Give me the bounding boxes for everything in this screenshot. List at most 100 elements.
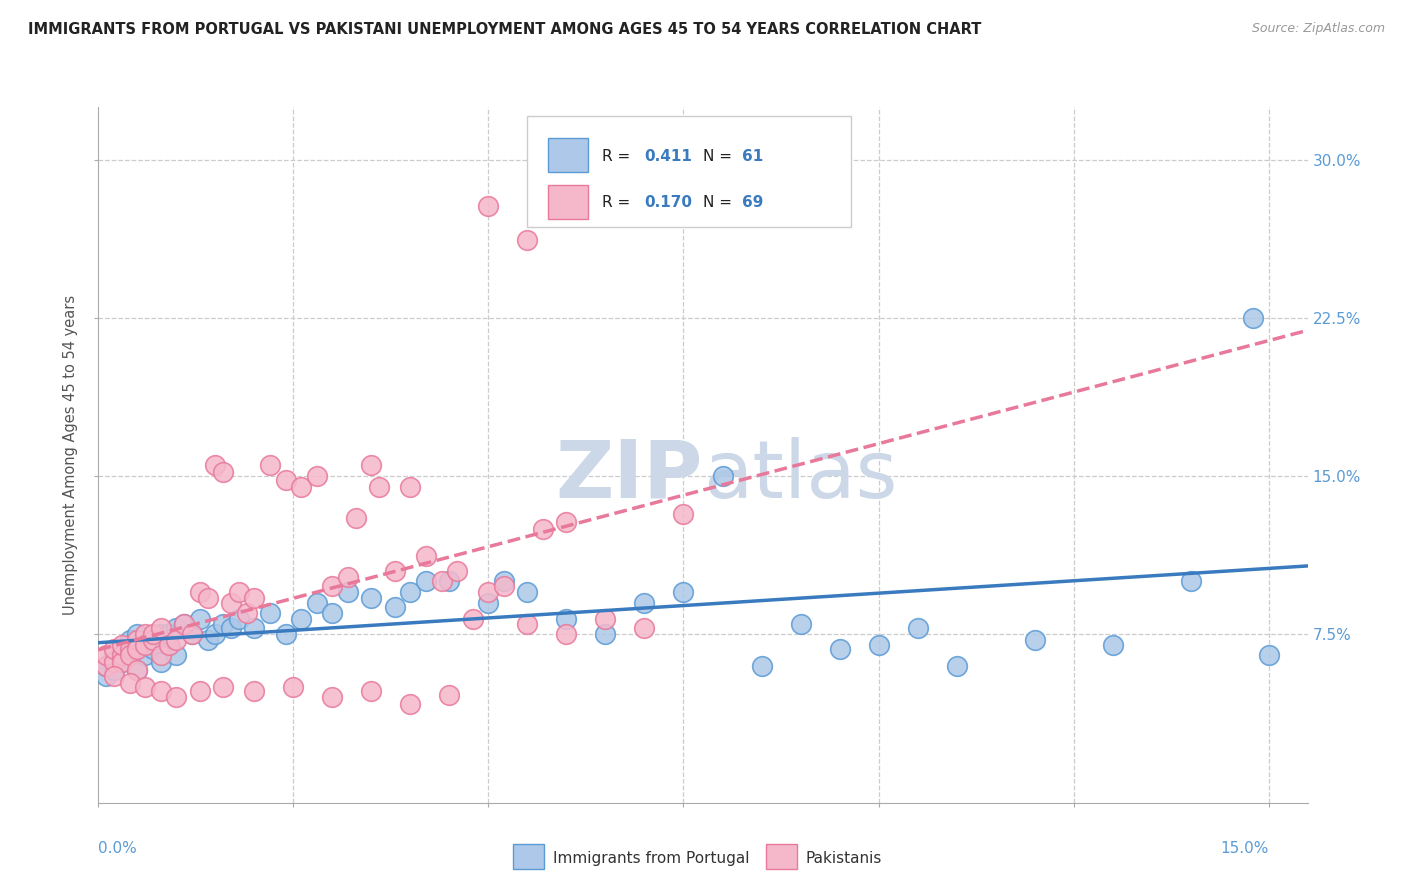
Point [439,574,461,589]
Point [1024,633,1046,648]
Point [204,458,226,473]
Point [384,564,406,578]
Point [415,549,437,563]
Point [111,638,134,652]
Point [134,627,156,641]
Point [259,458,281,473]
Point [142,627,165,641]
Point [1257,648,1279,663]
Point [118,648,141,663]
Point [290,479,312,493]
Point [516,616,538,631]
Point [111,648,134,663]
Text: 61: 61 [742,149,763,164]
Point [633,595,655,609]
Point [494,574,516,589]
Point [228,585,250,599]
Point [111,655,134,669]
Point [321,606,343,620]
Point [165,690,187,705]
Point [633,621,655,635]
Point [219,595,242,609]
Point [165,621,187,635]
Point [118,638,141,652]
Point [197,633,219,648]
Point [344,511,367,525]
Text: 15.0%: 15.0% [1220,841,1268,855]
Point [127,627,149,641]
Point [368,479,391,493]
Text: R =: R = [602,149,636,164]
Point [305,595,328,609]
Point [188,684,211,698]
Point [290,612,312,626]
Point [672,585,695,599]
Point [907,621,929,635]
Point [360,591,382,606]
Point [235,606,257,620]
Point [127,663,149,677]
Point [477,199,499,213]
Point [111,648,134,663]
Point [103,641,125,656]
Point [384,599,406,614]
Point [337,570,360,584]
Text: 0.0%: 0.0% [98,841,138,855]
Point [399,479,422,493]
Point [516,233,538,247]
Point [127,663,149,677]
Point [516,585,538,599]
Point [228,612,250,626]
Point [1101,638,1123,652]
Point [204,627,226,641]
Point [595,627,617,641]
Point [118,675,141,690]
Text: Pakistanis: Pakistanis [806,851,882,865]
Point [142,633,165,648]
Point [134,638,156,652]
Point [321,579,343,593]
Point [134,680,156,694]
Point [149,627,172,641]
Point [188,585,211,599]
Point [360,458,382,473]
Point [96,658,118,673]
Point [555,516,578,530]
Point [415,574,437,589]
Point [111,641,134,656]
Point [439,688,461,702]
Point [945,658,967,673]
Point [446,564,468,578]
Point [134,648,156,663]
Text: Immigrants from Portugal: Immigrants from Portugal [553,851,749,865]
Point [118,633,141,648]
Point [96,669,118,683]
Point [595,612,617,626]
Point [165,648,187,663]
Point [430,574,453,589]
Point [477,585,499,599]
Point [868,638,890,652]
Point [181,627,204,641]
Point [134,638,156,652]
Y-axis label: Unemployment Among Ages 45 to 54 years: Unemployment Among Ages 45 to 54 years [63,295,79,615]
Point [531,522,554,536]
Point [103,669,125,683]
Point [259,606,281,620]
Point [672,507,695,521]
Point [274,473,297,487]
Text: 69: 69 [742,195,763,210]
Point [711,469,734,483]
Point [494,579,516,593]
Point [149,655,172,669]
Point [157,627,180,641]
Text: Source: ZipAtlas.com: Source: ZipAtlas.com [1251,22,1385,36]
Point [212,465,235,479]
Point [555,612,578,626]
Point [243,621,266,635]
Point [219,621,242,635]
Point [142,633,165,648]
Point [127,641,149,656]
Point [165,633,187,648]
Point [127,633,149,648]
